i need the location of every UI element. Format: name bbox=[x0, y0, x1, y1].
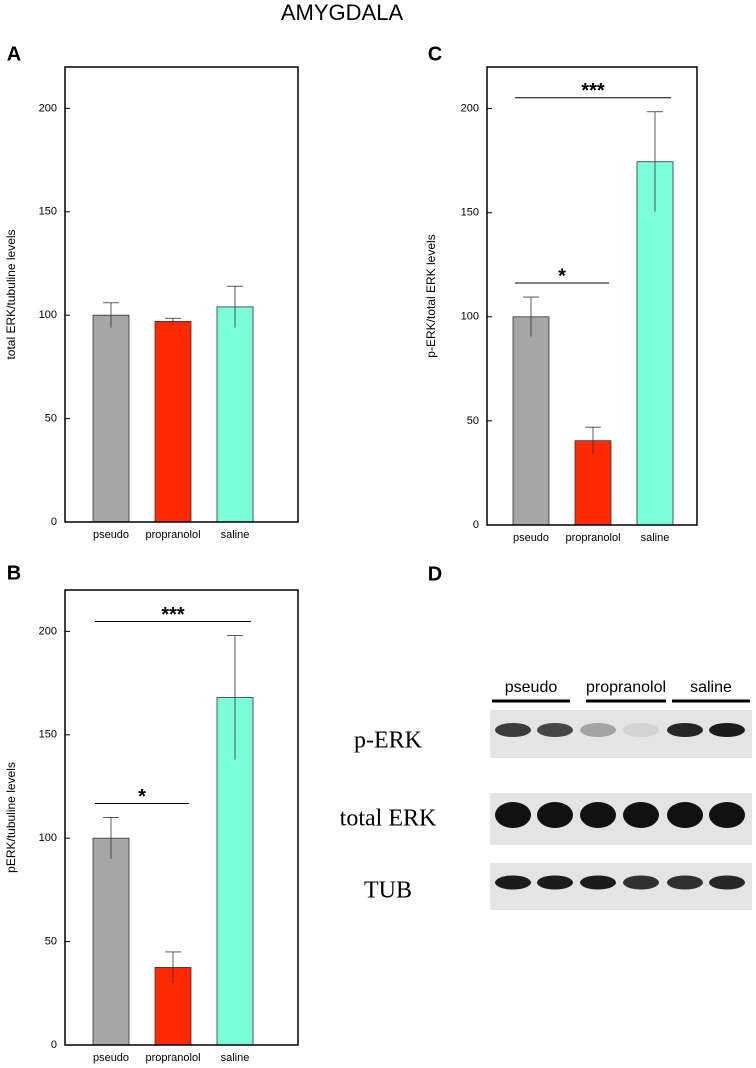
y-tick-label: 200 bbox=[39, 625, 57, 637]
y-tick-label: 0 bbox=[51, 1039, 57, 1051]
panel-label: D bbox=[428, 563, 442, 585]
blot-band bbox=[623, 875, 659, 890]
blot-row-label: TUB bbox=[364, 878, 412, 904]
blot-band bbox=[495, 875, 531, 890]
blot-band bbox=[580, 723, 616, 737]
blot-group-label: saline bbox=[690, 679, 732, 696]
x-tick-label: pseudo bbox=[93, 1052, 129, 1064]
figure-title: AMYGDALA bbox=[281, 0, 404, 25]
y-tick-label: 0 bbox=[473, 519, 479, 531]
y-tick-label: 50 bbox=[45, 412, 57, 424]
x-tick-label: propranolol bbox=[145, 1052, 200, 1064]
significance-label: * bbox=[138, 786, 146, 808]
blot-band bbox=[667, 802, 703, 828]
x-tick-label: pseudo bbox=[513, 532, 549, 544]
blot-band bbox=[537, 875, 573, 890]
blot-band bbox=[623, 723, 659, 737]
blot-group-label: propranolol bbox=[586, 679, 666, 696]
blot-band bbox=[580, 802, 616, 828]
panel-label: B bbox=[7, 562, 21, 584]
plot-frame bbox=[64, 589, 299, 1046]
significance-label: *** bbox=[161, 604, 185, 626]
blot-band bbox=[623, 802, 659, 828]
y-tick-label: 200 bbox=[39, 102, 57, 114]
bar bbox=[574, 440, 612, 526]
plot-frame bbox=[64, 66, 299, 523]
y-tick-label: 150 bbox=[39, 206, 57, 218]
y-tick-label: 100 bbox=[461, 311, 479, 323]
x-tick-label: saline bbox=[221, 1052, 250, 1064]
blot-band bbox=[709, 723, 745, 737]
plot-frame bbox=[486, 66, 698, 526]
blot-band bbox=[537, 802, 573, 828]
blot-band bbox=[667, 723, 703, 737]
x-tick-label: saline bbox=[641, 532, 670, 544]
panel-label: C bbox=[428, 43, 442, 65]
panel-label: A bbox=[7, 43, 21, 65]
blot-strip bbox=[490, 710, 752, 758]
x-tick-label: propranolol bbox=[145, 529, 200, 541]
y-tick-label: 150 bbox=[461, 207, 479, 219]
x-tick-label: saline bbox=[221, 529, 250, 541]
x-tick-label: propranolol bbox=[565, 532, 620, 544]
y-tick-label: 0 bbox=[51, 516, 57, 528]
y-tick-label: 200 bbox=[461, 103, 479, 115]
blot-row-label: p-ERK bbox=[354, 728, 423, 754]
y-axis-label: total ERK/tubuline levels bbox=[4, 229, 18, 359]
blot-band bbox=[709, 875, 745, 890]
y-tick-label: 50 bbox=[467, 415, 479, 427]
significance-label: * bbox=[558, 265, 566, 287]
y-tick-label: 100 bbox=[39, 309, 57, 321]
bar bbox=[512, 316, 550, 526]
significance-label: *** bbox=[581, 80, 605, 102]
blot-group-label: pseudo bbox=[505, 679, 558, 696]
bar bbox=[216, 306, 254, 523]
blot-band bbox=[537, 723, 573, 737]
y-axis-label: p-ERK/total ERK levels bbox=[424, 234, 438, 357]
y-axis-label: pERK/tubuline levels bbox=[4, 762, 18, 873]
y-tick-label: 50 bbox=[45, 935, 57, 947]
bar bbox=[636, 161, 674, 526]
blot-band bbox=[709, 802, 745, 828]
y-tick-label: 100 bbox=[39, 832, 57, 844]
blot-strip bbox=[490, 863, 752, 910]
blot-band bbox=[580, 875, 616, 890]
blot-band bbox=[667, 875, 703, 890]
y-tick-label: 150 bbox=[39, 729, 57, 741]
bar bbox=[92, 314, 130, 523]
blot-row-label: total ERK bbox=[340, 806, 437, 832]
blot-band bbox=[495, 723, 531, 737]
x-tick-label: pseudo bbox=[93, 529, 129, 541]
bar bbox=[154, 320, 192, 523]
blot-band bbox=[495, 802, 531, 828]
blot-strip bbox=[490, 793, 752, 845]
bar bbox=[92, 837, 130, 1046]
